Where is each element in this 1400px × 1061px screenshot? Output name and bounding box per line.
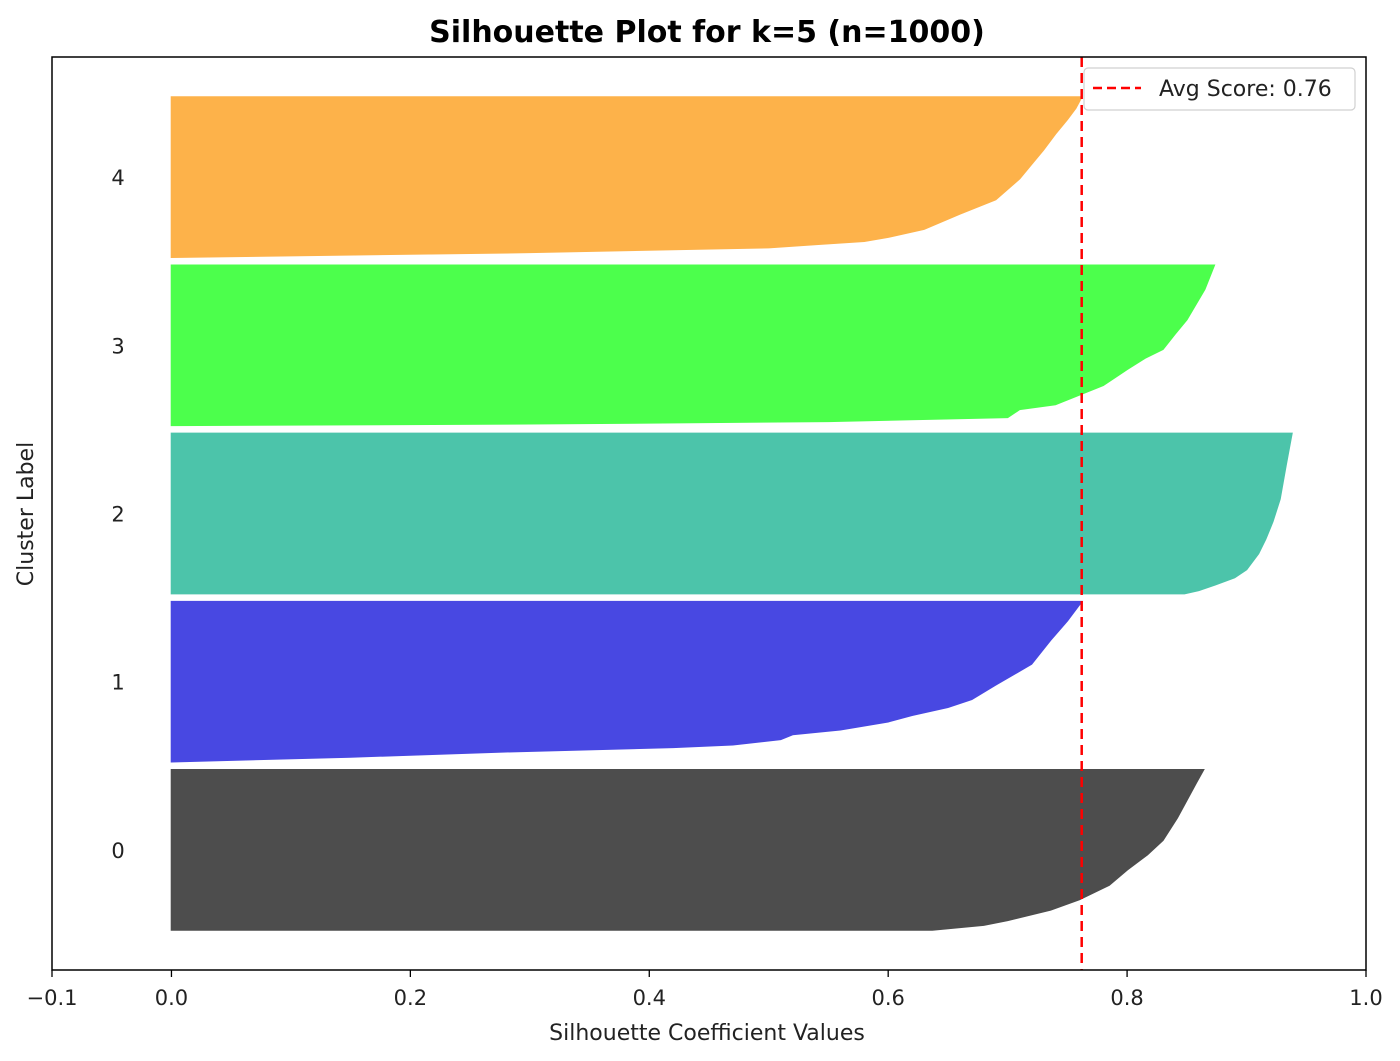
chart-title: Silhouette Plot for k=5 (n=1000) bbox=[429, 15, 985, 50]
x-tick-label: 0.0 bbox=[155, 986, 188, 1010]
cluster-4-silhouette bbox=[170, 96, 1083, 258]
cluster-2-silhouette bbox=[170, 432, 1293, 595]
cluster-0-silhouette bbox=[170, 769, 1205, 931]
x-tick-label: 0.4 bbox=[633, 986, 666, 1010]
cluster-3-label: 3 bbox=[111, 334, 124, 358]
x-tick-label: −0.1 bbox=[27, 986, 78, 1010]
x-tick-label: 1.0 bbox=[1349, 986, 1382, 1010]
cluster-0-label: 0 bbox=[111, 839, 124, 863]
x-tick-label: 0.2 bbox=[394, 986, 427, 1010]
cluster-1-silhouette bbox=[170, 600, 1084, 763]
cluster-3-silhouette bbox=[170, 264, 1216, 427]
cluster-2-label: 2 bbox=[111, 503, 124, 527]
cluster-4-label: 4 bbox=[111, 166, 124, 190]
x-tick-label: 0.8 bbox=[1110, 986, 1143, 1010]
legend: Avg Score: 0.76 bbox=[1083, 67, 1356, 111]
y-axis-labels: 0 1 2 3 4 bbox=[111, 166, 124, 863]
y-axis-label: Cluster Label bbox=[14, 442, 39, 586]
x-axis-ticks: −0.1 0.0 0.2 0.4 0.6 0.8 1.0 bbox=[27, 970, 1383, 1010]
legend-label: Avg Score: 0.76 bbox=[1159, 77, 1332, 102]
cluster-1-label: 1 bbox=[111, 671, 124, 695]
x-tick-label: 0.6 bbox=[871, 986, 904, 1010]
legend-box bbox=[1083, 67, 1356, 111]
cluster-silhouettes bbox=[170, 96, 1293, 931]
x-axis-label: Silhouette Coefficient Values bbox=[549, 1021, 865, 1046]
plot-frame bbox=[51, 56, 1367, 971]
